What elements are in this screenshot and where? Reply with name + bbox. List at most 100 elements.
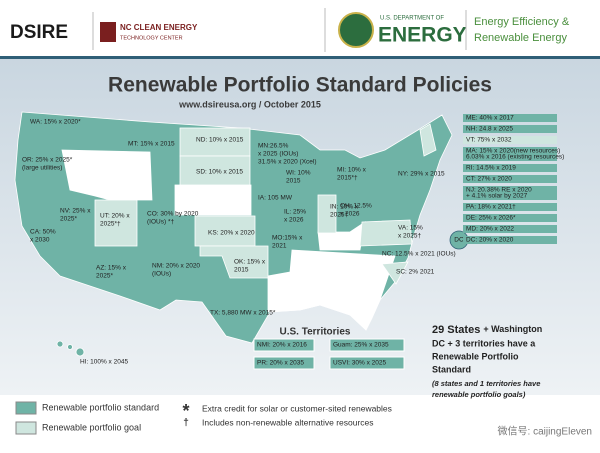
state-label: NC: 12.5% x 2021 (IOUs) — [382, 251, 456, 258]
northeast-label: DE: 25% x 2026* — [466, 215, 516, 222]
watermark: 微信号: caijingEleven — [498, 425, 592, 438]
summary-headline-part: + Washington — [483, 324, 542, 334]
summary-headline-part: 29 States — [432, 324, 480, 336]
northeast-label: + 4.1% solar by 2027 — [466, 193, 528, 200]
state-label: NV: 25% x — [60, 208, 91, 215]
legend-symbol: * — [182, 401, 189, 421]
state-label: NY: 29% x 2015 — [398, 171, 445, 178]
summary-note: renewable portfolio goals) — [432, 390, 526, 399]
state-label: x 2030 — [30, 237, 50, 244]
territory-label: NMI: 20% x 2016 — [257, 342, 307, 349]
summary-line: DC + 3 territories have a — [432, 338, 536, 348]
state-label: UT: 20% x — [100, 213, 130, 220]
legend-label: Renewable portfolio standard — [42, 402, 159, 412]
doe-energy: ENERGY — [378, 24, 467, 47]
state-label: (large utilities) — [22, 165, 62, 172]
state-label: WA: 15% x 2020* — [30, 119, 81, 126]
northeast-box — [463, 203, 557, 211]
state-label: HI: 100% x 2045 — [80, 359, 128, 366]
state-label: MI: 10% x — [337, 167, 367, 174]
state-label: NM: 20% x 2020 — [152, 263, 200, 270]
ncsu-icon — [100, 22, 116, 42]
state-label: 2025* — [96, 273, 113, 280]
summary-line: Renewable Portfolio — [432, 351, 519, 361]
territory-box — [253, 338, 315, 352]
goal-states — [381, 261, 409, 285]
state-label: MN:26.5% — [258, 143, 289, 150]
state-label: x 2025† — [398, 233, 422, 240]
legend-note: Includes non-renewable alternative resou… — [202, 417, 374, 427]
northeast-label: RI: 14.5% x 2019 — [466, 165, 516, 172]
state-label: SC: 2% 2021 — [396, 269, 435, 276]
state-label: IA: 105 MW — [258, 195, 293, 202]
territory-label: Guam: 25% x 2035 — [333, 342, 389, 349]
nc-logo-line: NC CLEAN ENERGY — [120, 23, 198, 32]
northeast-box — [463, 225, 557, 233]
eere-line: Renewable Energy — [474, 32, 567, 44]
northeast-label: DC: 20% x 2020 — [466, 237, 514, 244]
state-label: 2021 — [272, 243, 287, 250]
northeast-box — [463, 164, 557, 172]
goal-states — [359, 219, 413, 247]
summary-line: Standard — [432, 364, 471, 374]
state-label: AZ: 15% x — [96, 265, 127, 272]
summary-headline: 29 States + Washington — [432, 324, 542, 336]
goal-states — [179, 127, 251, 157]
state-label: 2025* — [60, 216, 77, 223]
state-label: CA: 50% — [30, 229, 56, 236]
eere-line: Energy Efficiency & — [474, 16, 570, 28]
state-label: (IOUs) *† — [147, 219, 174, 226]
subtitle: www.dsireusa.org / October 2015 — [178, 99, 321, 109]
state-label: VA: 15% — [398, 225, 423, 232]
dsire-logo: DSIRE — [10, 22, 68, 43]
northeast-box — [463, 125, 557, 133]
us-map — [14, 111, 469, 357]
state-label: DC — [454, 237, 464, 244]
territory-box — [329, 356, 405, 370]
northeast-box — [463, 214, 557, 222]
state-label: KS: 20% x 2020 — [208, 230, 255, 237]
state-label: 2015 — [286, 178, 301, 185]
northeast-label: CT: 27% x 2020 — [466, 176, 512, 183]
hawaii — [56, 340, 64, 348]
nc-logo-line: TECHNOLOGY CENTER — [120, 35, 183, 41]
state-label: WI: 10% — [286, 170, 311, 177]
northeast-label: VT: 75% x 2032 — [466, 137, 512, 144]
summary-note: (8 states and 1 territories have — [432, 379, 540, 388]
northeast-label: NH: 24.8 x 2025 — [466, 126, 513, 133]
legend-label: Renewable portfolio goal — [42, 422, 141, 432]
hawaii — [67, 344, 73, 350]
state-label: MO:15% x — [272, 235, 303, 242]
state-label: ND: 10% x 2015 — [196, 137, 244, 144]
northeast-label: MD: 20% x 2022 — [466, 226, 514, 233]
northeast-box — [463, 114, 557, 122]
northeast-label: MA: 15% x 2020(new resources) — [466, 148, 560, 155]
state-label: x 2026 — [284, 217, 304, 224]
summary: 29 States + Washington DC + 3 territories… — [432, 324, 542, 399]
state-label: 2015*† — [337, 175, 358, 182]
state-label: OK: 15% x — [234, 259, 266, 266]
northeast-label: 6.03% x 2016 (existing resources) — [466, 154, 564, 161]
state-label: OH: 12.5% — [340, 203, 372, 210]
state-label: 2025† — [330, 212, 348, 219]
northeast-box — [463, 136, 557, 144]
state-label: TX: 5,880 MW x 2015* — [210, 310, 276, 317]
goal-states — [179, 155, 251, 186]
hawaii — [75, 347, 85, 357]
state-label: 31.5% x 2020 (Xcel) — [258, 159, 317, 166]
state-label: MT: 15% x 2015 — [128, 141, 175, 148]
state-label: IL: 25% — [284, 209, 306, 216]
doe-line: U.S. DEPARTMENT OF — [380, 16, 444, 22]
northeast-label: PA: 18% x 2021† — [466, 204, 516, 211]
goal-states — [94, 199, 138, 247]
northeast-label: ME: 40% x 2017 — [466, 115, 514, 122]
legend-swatch — [15, 421, 37, 435]
northeast-label: NJ: 20.38% RE x 2020 — [466, 187, 532, 194]
legend-swatch — [15, 401, 37, 415]
territory-label: USVI: 30% x 2025 — [333, 360, 386, 367]
state-label: 2015 — [234, 267, 249, 274]
northeast-box — [463, 147, 557, 161]
state-label: IN: 10% x — [330, 204, 359, 211]
